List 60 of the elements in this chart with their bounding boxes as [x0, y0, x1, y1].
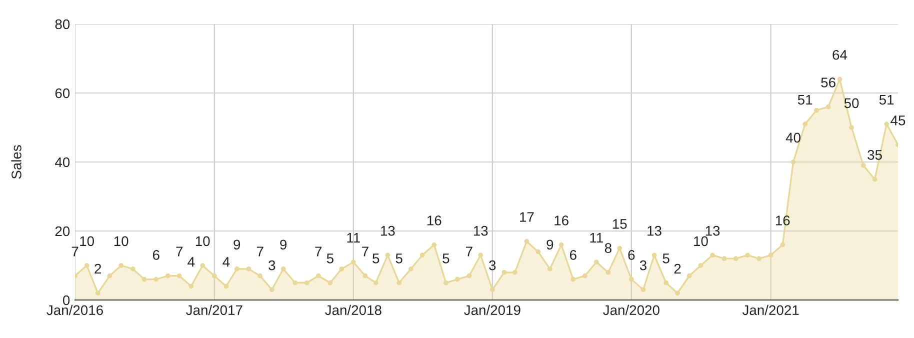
data-label: 5 — [372, 254, 380, 264]
data-label: 13 — [648, 226, 662, 236]
data-label: 2 — [674, 264, 681, 274]
data-label: 16 — [554, 216, 568, 226]
data-label: 9 — [234, 240, 240, 250]
data-label: 9 — [280, 240, 287, 250]
data-label: 40 — [786, 132, 800, 143]
data-label: 50 — [844, 98, 859, 108]
y-tick-label: 20 — [55, 226, 70, 236]
x-tick-label: Jan/2021 — [742, 304, 799, 316]
data-label: 56 — [821, 78, 836, 88]
data-label: 10 — [196, 236, 210, 246]
data-label: 17 — [520, 212, 534, 222]
data-label: 7 — [256, 246, 264, 256]
x-tick-label: Jan/2020 — [603, 304, 660, 316]
y-tick-label: 60 — [55, 88, 70, 98]
data-label: 2 — [94, 264, 102, 274]
data-label: 4 — [188, 257, 195, 267]
data-label: 11 — [347, 232, 360, 242]
data-label: 5 — [326, 254, 334, 264]
data-label: 45 — [890, 116, 906, 126]
x-tick-label: Jan/2019 — [464, 304, 520, 316]
y-tick-label: 0 — [62, 295, 70, 306]
data-label: 6 — [628, 250, 635, 260]
data-label: 10 — [114, 236, 128, 246]
data-label: 64 — [832, 50, 848, 60]
data-label: 7 — [315, 246, 322, 256]
data-label: 3 — [268, 260, 276, 270]
data-label: 5 — [396, 254, 402, 264]
data-label: 15 — [612, 219, 627, 229]
data-label: 7 — [176, 246, 183, 256]
y-tick-label: 40 — [55, 157, 70, 168]
data-label: 5 — [662, 254, 670, 264]
data-label: 7 — [466, 246, 472, 256]
data-label: 16 — [776, 216, 790, 226]
x-tick-label: Jan/2018 — [325, 304, 382, 316]
data-label: 3 — [640, 260, 646, 270]
data-label: 13 — [706, 226, 720, 236]
data-label: 10 — [80, 236, 94, 246]
data-label: 51 — [798, 94, 812, 105]
data-label: 8 — [604, 243, 612, 253]
data-label: 7 — [72, 246, 78, 256]
data-label: 7 — [362, 246, 368, 256]
data-label: 6 — [570, 250, 576, 260]
data-label: 35 — [868, 150, 882, 160]
data-label: 13 — [381, 226, 395, 236]
x-tick-label: Jan/2016 — [46, 304, 103, 316]
data-label: 6 — [152, 250, 160, 260]
data-label: 4 — [222, 257, 230, 267]
data-label: 10 — [694, 236, 708, 246]
y-axis-title: Sales — [11, 145, 22, 179]
data-label: 9 — [546, 240, 554, 250]
data-label: 13 — [474, 226, 488, 236]
data-label: 3 — [489, 260, 496, 270]
data-label: 11 — [590, 232, 603, 242]
data-label: 51 — [879, 94, 894, 105]
y-tick-label: 80 — [55, 19, 70, 30]
data-label: 5 — [442, 254, 450, 264]
data-label: 16 — [427, 216, 442, 226]
x-tick-label: Jan/2017 — [186, 304, 242, 316]
